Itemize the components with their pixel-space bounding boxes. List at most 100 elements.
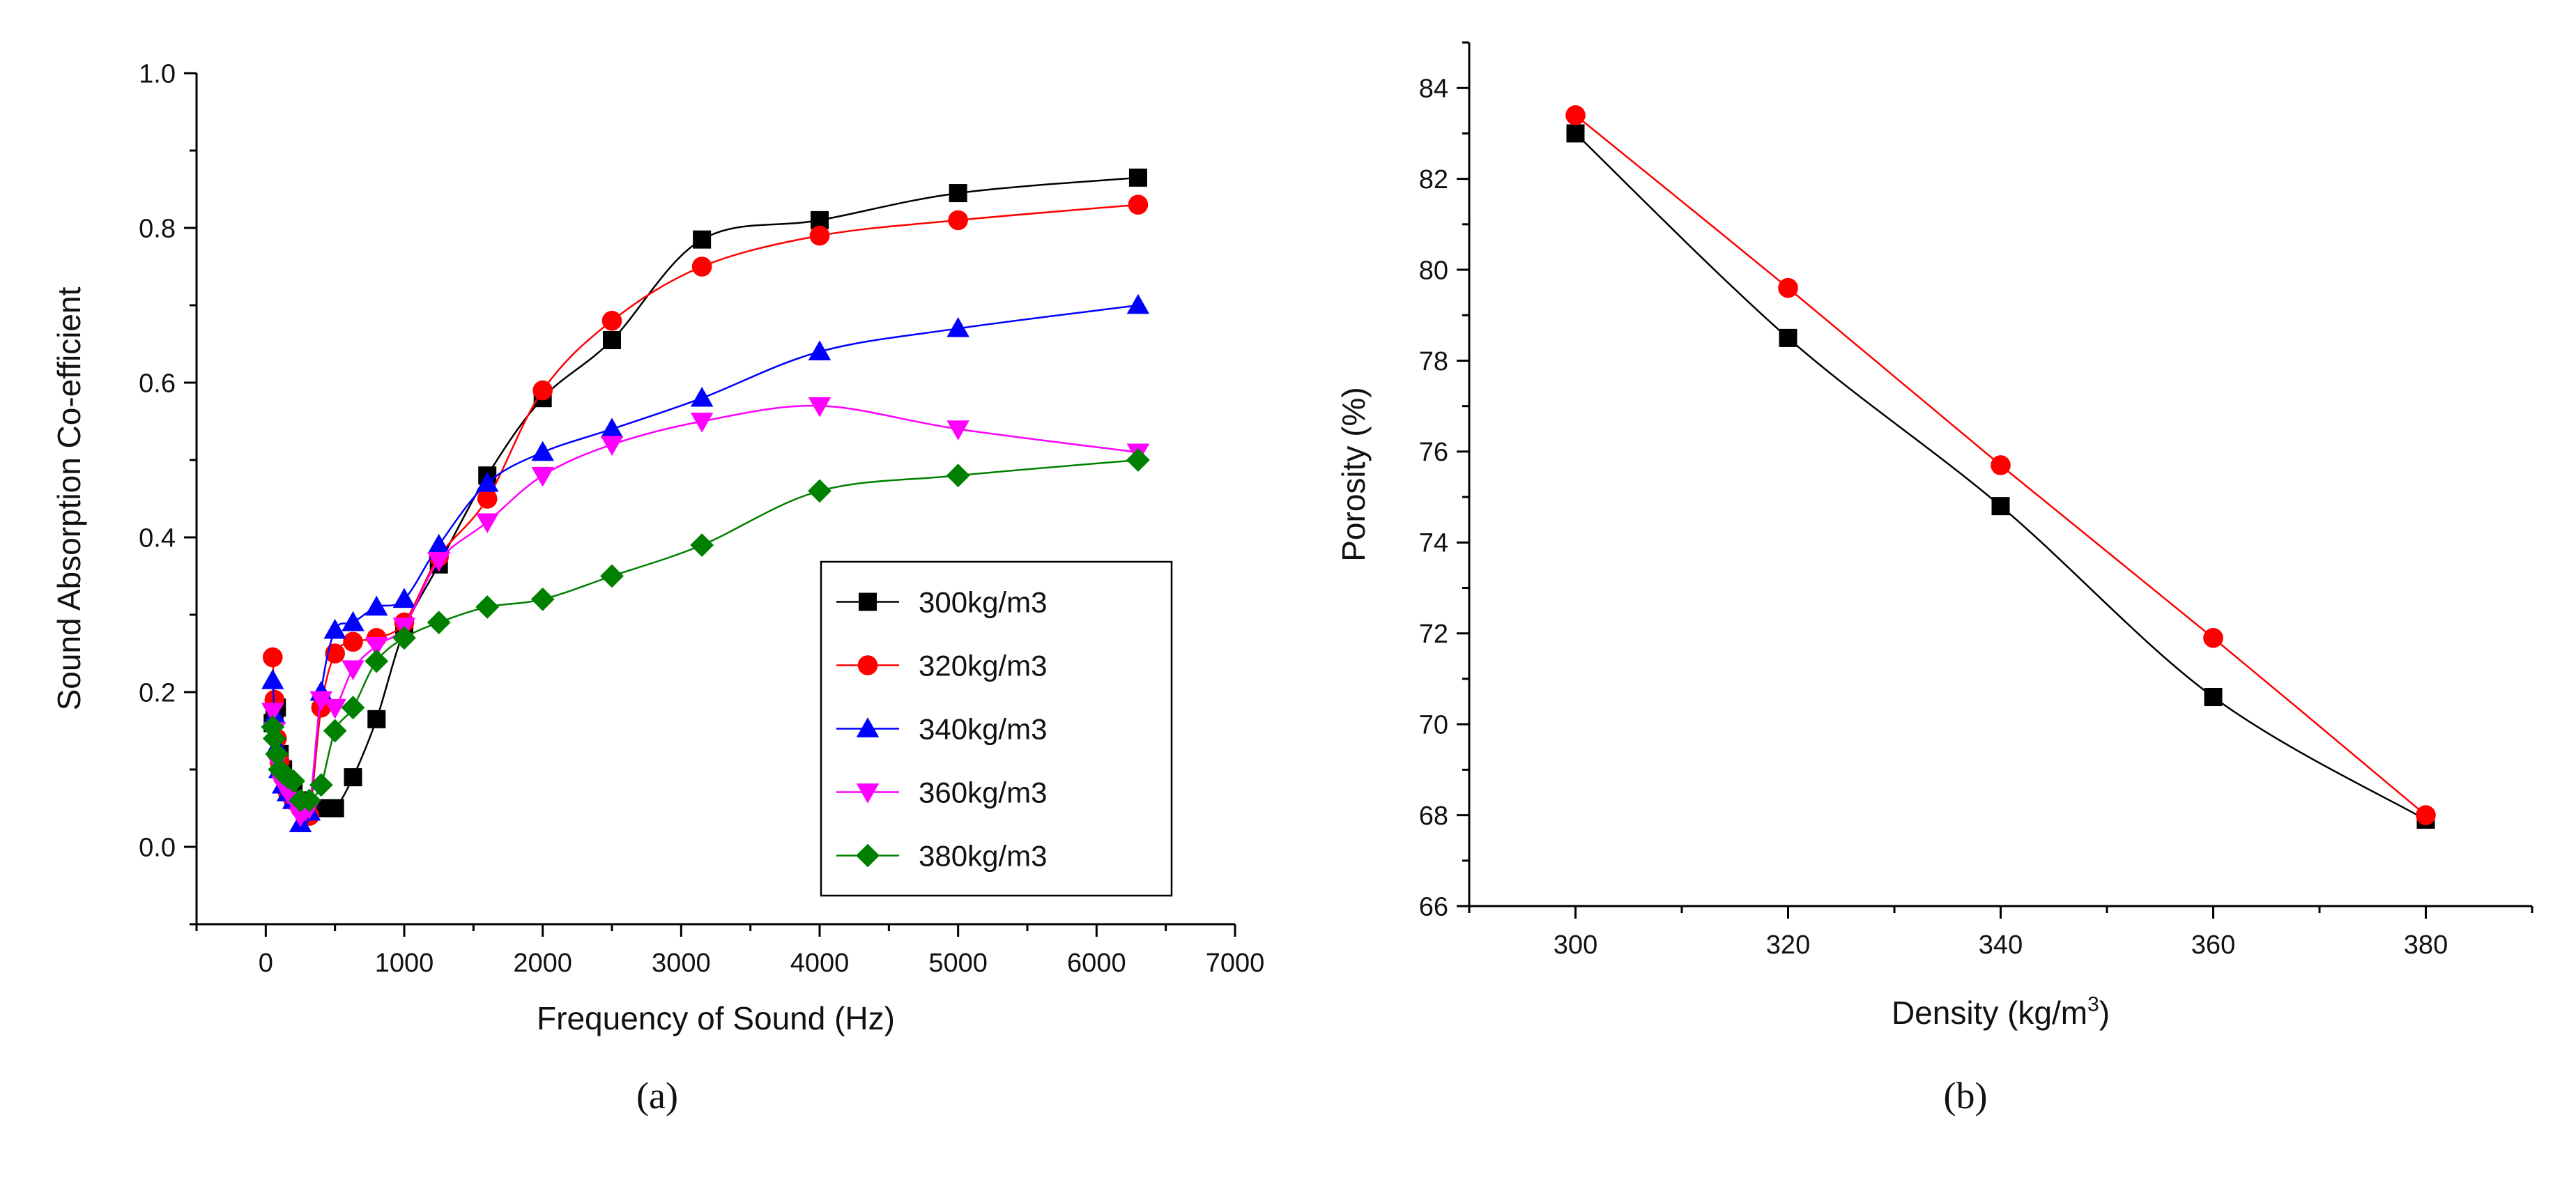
data-point [261,715,285,739]
data-point [325,799,344,818]
data-point [262,726,286,751]
data-point [691,256,712,277]
data-point [1128,194,1149,215]
data-point [690,386,714,407]
data-point [530,587,555,611]
x-tick-label: 300 [1554,930,1597,960]
data-point [392,588,416,608]
y-tick-label: 76 [1419,438,1448,467]
data-point [367,710,386,728]
data-point [808,479,831,503]
x-tick-label: 2000 [513,949,572,978]
data-point [531,466,554,487]
y-tick-label: 72 [1419,620,1448,649]
data-point [365,649,389,673]
series-2 [1565,105,2436,825]
data-point [344,768,362,787]
panel-label-a: (a) [636,1075,678,1117]
data-point [603,330,621,349]
data-point [309,773,333,797]
x-axis-title-text: Density (kg/m [1892,995,2087,1031]
y-tick-label: 0.0 [139,833,176,862]
data-point [2416,805,2436,825]
data-point [262,647,283,668]
y-axis-title: Porosity (%) [1335,387,1372,561]
data-point [2203,627,2223,648]
data-point [365,637,388,657]
x-tick-label: 1000 [375,949,434,978]
data-point [1991,497,2010,516]
data-point [323,698,346,719]
legend-label: 340kg/m3 [919,713,1047,746]
data-point [475,472,499,492]
x-tick-label: 3000 [652,949,711,978]
legend-item: 300kg/m3 [836,586,1047,619]
series-5 [261,448,1150,813]
panel-label-b: (b) [1944,1075,1988,1117]
x-tick-label: 340 [1979,930,2023,960]
data-point [309,691,333,712]
data-point [1991,455,2011,475]
data-point [323,719,347,743]
data-point [365,595,388,616]
y-tick-label: 74 [1419,529,1448,558]
x-axis-title: Frequency of Sound (Hz) [537,1000,895,1036]
data-point [261,703,284,723]
chart-b: 300 320 340 360 380 66 68 70 72 74 76 78 80 82 84 Densi… [1335,41,2533,1031]
data-point [427,533,450,554]
data-point [342,611,365,631]
legend-label: 360kg/m3 [919,776,1047,809]
y-tick-label: 0.8 [139,214,176,243]
y-tick-label: 1.0 [139,59,176,89]
data-point [690,413,714,433]
data-point [261,669,284,689]
series-line [1574,132,2427,821]
x-tick-label: 0 [259,949,273,978]
data-point [531,440,554,461]
x-tick-label: 4000 [790,949,850,978]
x-tick-label: 5000 [928,949,988,978]
legend-marker [859,592,877,611]
y-tick-label: 78 [1419,347,1448,376]
x-axis-title-superscript: 3 [2087,993,2099,1016]
y-tick-label: 0.2 [139,678,176,707]
legend-marker [856,717,880,737]
x-tick-label: 360 [2191,930,2235,960]
data-point [265,742,289,766]
data-point [343,631,363,652]
data-point [475,513,499,534]
data-point [392,626,416,650]
legend-marker [857,655,878,675]
legend-item: 380kg/m3 [836,840,1047,873]
data-point [342,660,365,680]
x-axis-title-tail: ) [2099,995,2110,1031]
data-point [948,210,968,231]
legend: 300kg/m3 320kg/m3 340kg/m3 360kg/m3 380kg/m3 [820,560,1173,897]
data-point [949,184,967,203]
y-tick-label: 0.4 [139,523,176,553]
y-axis-title: Sound Absorption Co-efficient [51,286,87,710]
data-point [600,564,624,588]
legend-marker [856,783,880,804]
x-tick-label: 6000 [1067,949,1126,978]
data-point [946,317,969,337]
data-point [1778,277,1798,298]
y-tick-label: 80 [1419,256,1448,285]
y-tick-label: 84 [1419,75,1448,104]
data-point [600,436,624,457]
data-point [1128,168,1147,187]
data-point [601,310,622,331]
x-tick-label: 380 [2404,930,2448,960]
data-point [2204,688,2223,707]
y-tick-label: 66 [1419,892,1448,921]
data-point [1126,293,1150,314]
legend-item: 320kg/m3 [836,650,1047,682]
data-point [1779,328,1797,347]
data-point [325,643,345,664]
data-point [1126,448,1150,472]
x-tick-label: 320 [1766,930,1810,960]
legend-label: 320kg/m3 [919,650,1047,682]
y-tick-label: 82 [1419,165,1448,194]
